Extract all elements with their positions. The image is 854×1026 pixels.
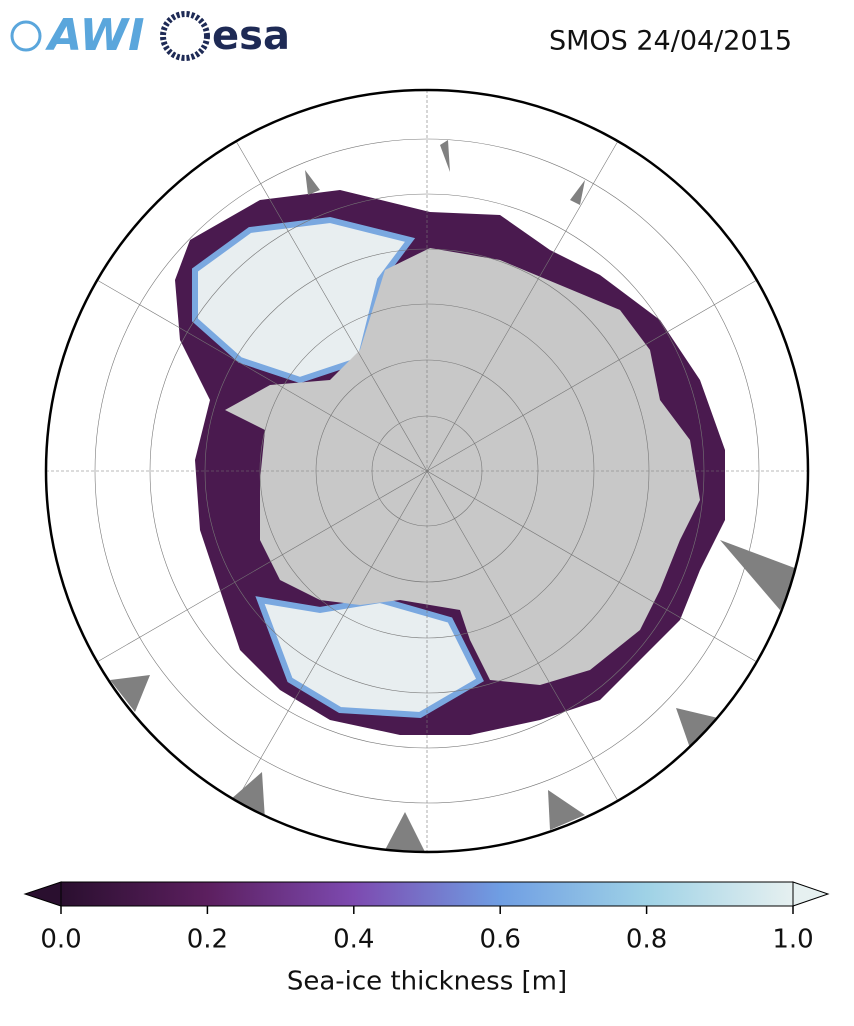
colorbar-tick-label: 0.2 — [187, 925, 228, 955]
map — [46, 90, 808, 852]
logos: AWI esa — [10, 10, 290, 61]
colorbar-tick-label: 0.8 — [626, 925, 667, 955]
colorbar-tick-label: 0.6 — [480, 925, 521, 955]
esa-logo: esa — [212, 13, 290, 59]
map-frame — [44, 88, 810, 854]
title: SMOS 24/04/2015 — [549, 26, 792, 57]
colorbar-tick-label: 1.0 — [772, 925, 813, 955]
colorbar-tick-label: 0.0 — [40, 925, 81, 955]
colorbar: 0.0 0.2 0.4 0.6 0.8 1.0 Sea-ice thickness [m] — [23, 881, 830, 997]
thick-ice-ross — [255, 596, 484, 719]
colorbar-extend-low — [23, 881, 62, 907]
antarctica — [225, 248, 700, 685]
awi-logo: AWI — [45, 10, 145, 61]
icebergs — [110, 140, 800, 852]
graticule — [46, 90, 808, 852]
esa-globe — [160, 11, 210, 61]
colorbar-ramp — [60, 881, 794, 907]
colorbar-tick-label: 0.4 — [333, 925, 374, 955]
colorbar-label: Sea-ice thickness [m] — [287, 967, 567, 997]
colorbar-extend-high — [792, 881, 830, 907]
awi-globe — [10, 20, 42, 52]
